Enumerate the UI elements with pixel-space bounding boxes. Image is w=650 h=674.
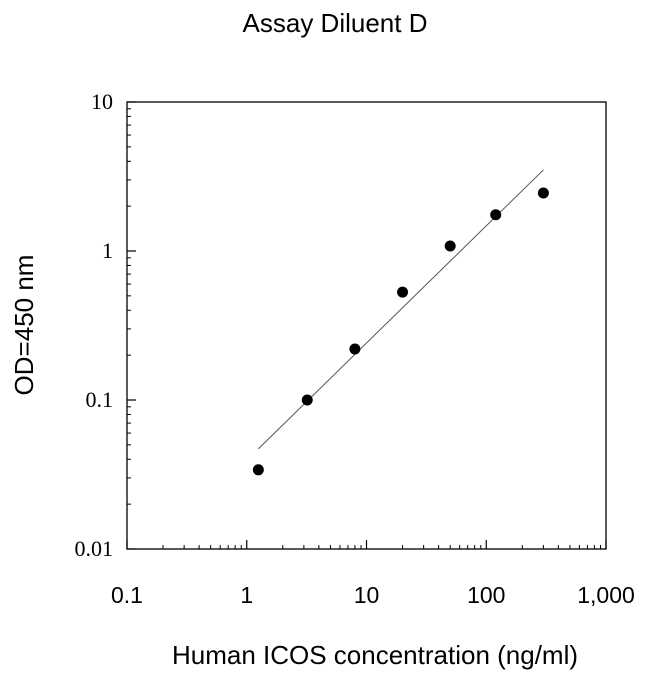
y-tick-label: 1 <box>102 238 113 263</box>
data-point <box>444 240 456 252</box>
x-axis-label: Human ICOS concentration (ng/ml) <box>172 640 578 670</box>
y-axis-ticks: 0.01 0.1 1 10 <box>75 89 136 561</box>
y-tick-label: 0.01 <box>75 536 114 561</box>
data-point <box>301 394 313 406</box>
fit-line <box>258 169 544 450</box>
x-tick-label: 100 <box>467 582 505 608</box>
x-tick-label: 10 <box>354 582 380 608</box>
data-point <box>349 343 361 355</box>
y-tick-label: 0.1 <box>86 387 114 412</box>
data-point <box>397 286 409 298</box>
data-points <box>252 187 549 476</box>
data-point <box>537 187 549 199</box>
data-point <box>252 464 264 476</box>
chart-title: Assay Diluent D <box>243 8 428 38</box>
plot-area <box>126 101 607 550</box>
x-tick-label: 1 <box>240 582 253 608</box>
fit-line-layer <box>258 169 544 450</box>
x-tick-label: 1,000 <box>577 582 635 608</box>
x-axis-ticks: 0.1 1 10 100 1,000 <box>111 540 635 608</box>
data-point <box>490 209 502 221</box>
y-axis-label: OD=450 nm <box>9 255 39 396</box>
y-tick-label: 10 <box>91 89 113 114</box>
x-tick-label: 0.1 <box>111 582 143 608</box>
